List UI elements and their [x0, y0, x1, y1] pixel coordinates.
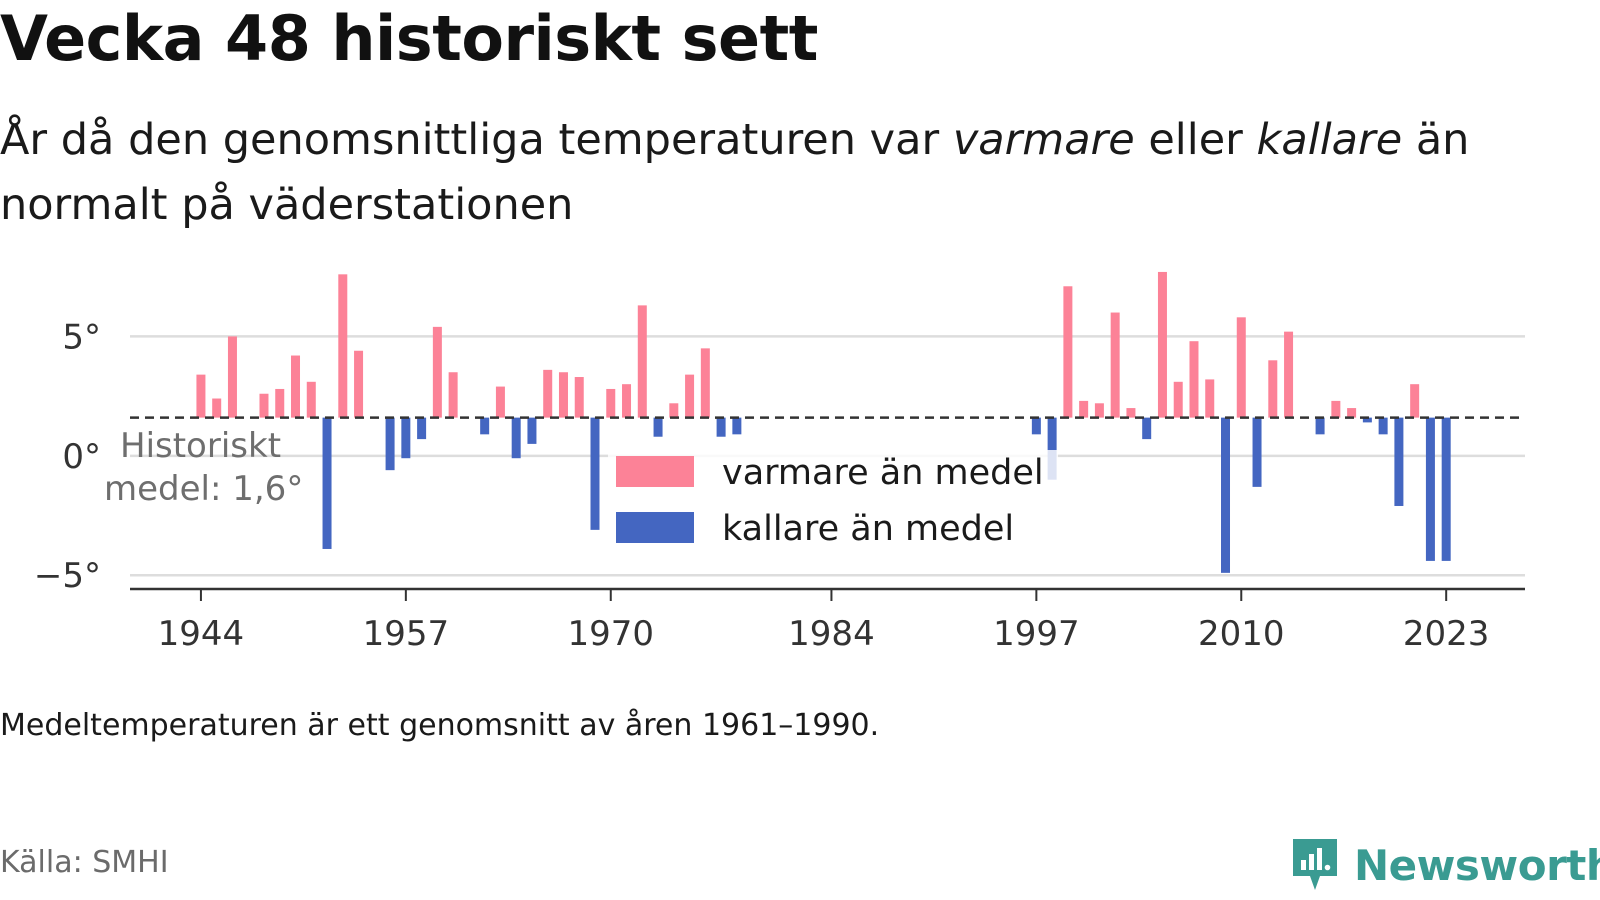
- bar-1973: [653, 417, 663, 437]
- bar-2011: [1252, 417, 1262, 487]
- subtitle-warm-word: varmare: [952, 115, 1135, 165]
- bar-1954: [354, 350, 364, 418]
- bar-2008: [1205, 379, 1215, 418]
- average-label-line1: Historiskt: [120, 426, 281, 466]
- x-tick-label: 2023: [1403, 614, 1490, 654]
- bar-1965: [527, 417, 537, 444]
- bar-1964: [511, 417, 521, 459]
- bar-2012: [1268, 360, 1278, 418]
- subtitle-part1: År då den genomsnittliga temperaturen va…: [0, 115, 953, 165]
- subtitle-part2: eller: [1134, 115, 1257, 165]
- bar-2005: [1157, 271, 1167, 418]
- y-tick-label: 5°: [62, 317, 101, 357]
- bar-1998: [1047, 417, 1057, 480]
- bar-2000: [1079, 400, 1089, 418]
- legend-warm-swatch: [616, 456, 694, 487]
- x-tick-label: 1984: [788, 614, 875, 654]
- bar-2006: [1173, 381, 1183, 418]
- x-tick-label: 1970: [567, 614, 654, 654]
- x-tick-label: 2010: [1198, 614, 1285, 654]
- bar-2002: [1110, 312, 1120, 418]
- bar-1951: [306, 381, 316, 418]
- y-axis-labels: 5° 0° −5°: [34, 317, 101, 596]
- bar-2009: [1221, 417, 1231, 573]
- bar-2017: [1347, 408, 1357, 418]
- bar-2001: [1094, 403, 1104, 418]
- x-axis: 1944 1957 1970 1984 1997 2010 2023: [130, 587, 1525, 654]
- newsworthy-brand[interactable]: Newsworthy: [1290, 836, 1600, 894]
- bar-2023: [1441, 417, 1451, 561]
- bar-1999: [1063, 286, 1073, 418]
- bar-1962: [480, 417, 490, 435]
- chart-subtitle: År då den genomsnittliga temperaturen va…: [0, 108, 1560, 238]
- newsworthy-logo-icon: [1293, 839, 1337, 890]
- footnote: Medeltemperaturen är ett genomsnitt av å…: [0, 708, 880, 743]
- legend-cold-label: kallare än medel: [722, 509, 1014, 549]
- bar-1957: [401, 417, 411, 459]
- bar-1976: [700, 348, 710, 418]
- bar-1978: [732, 417, 742, 435]
- chart-title: Vecka 48 historiskt sett: [0, 2, 818, 75]
- legend-cold-swatch: [616, 512, 694, 543]
- bar-1948: [259, 393, 269, 418]
- legend: varmare än medel kallare än medel: [608, 450, 1058, 560]
- bar-2013: [1284, 331, 1294, 418]
- bar-1968: [574, 377, 584, 418]
- bar-2021: [1410, 384, 1420, 418]
- subtitle-cold-word: kallare: [1256, 115, 1403, 165]
- bar-1963: [495, 386, 505, 418]
- bar-1967: [558, 372, 568, 418]
- bar-1952: [322, 417, 332, 549]
- bar-2022: [1425, 417, 1435, 561]
- x-tick-label: 1997: [993, 614, 1080, 654]
- bar-1953: [338, 274, 348, 418]
- bar-1971: [622, 384, 632, 418]
- bar-1958: [417, 417, 427, 440]
- bar-1974: [669, 403, 679, 418]
- bar-2007: [1189, 341, 1199, 418]
- bar-1972: [637, 305, 647, 418]
- bar-2004: [1142, 417, 1152, 440]
- legend-warm-label: varmare än medel: [722, 453, 1044, 493]
- bar-1970: [606, 388, 616, 418]
- bars-layer: [196, 271, 1451, 573]
- bar-1966: [543, 369, 553, 418]
- bar-1969: [590, 417, 600, 530]
- bar-2015: [1315, 417, 1325, 435]
- bar-1975: [685, 374, 695, 418]
- bar-2016: [1331, 400, 1341, 418]
- bar-2003: [1126, 408, 1136, 418]
- source-credit: Källa: SMHI: [0, 845, 169, 880]
- bar-1977: [716, 417, 726, 437]
- bar-chart: 1944 1957 1970 1984 1997 2010 2023 5° 0° −5° His…: [34, 271, 1525, 654]
- bar-1945: [212, 398, 222, 418]
- x-tick-label: 1957: [363, 614, 450, 654]
- x-tick-label: 1944: [158, 614, 245, 654]
- bar-1944: [196, 374, 206, 418]
- bar-1959: [432, 326, 442, 418]
- bar-1949: [275, 388, 285, 418]
- bar-2010: [1236, 317, 1246, 418]
- bar-1950: [291, 355, 301, 418]
- average-label-line2: medel: 1,6°: [104, 469, 303, 509]
- bar-2020: [1394, 417, 1404, 506]
- bar-2019: [1378, 417, 1388, 435]
- subtitle-part3: än normalt på väderstationen: [0, 115, 1470, 230]
- bar-1997: [1031, 417, 1041, 435]
- y-tick-label: −5°: [34, 556, 101, 596]
- bar-2018: [1362, 417, 1372, 423]
- bar-1956: [385, 417, 395, 471]
- brand-name: Newsworthy: [1354, 840, 1600, 890]
- bar-1946: [227, 336, 237, 418]
- bar-1960: [448, 372, 458, 418]
- y-tick-label: 0°: [62, 437, 101, 477]
